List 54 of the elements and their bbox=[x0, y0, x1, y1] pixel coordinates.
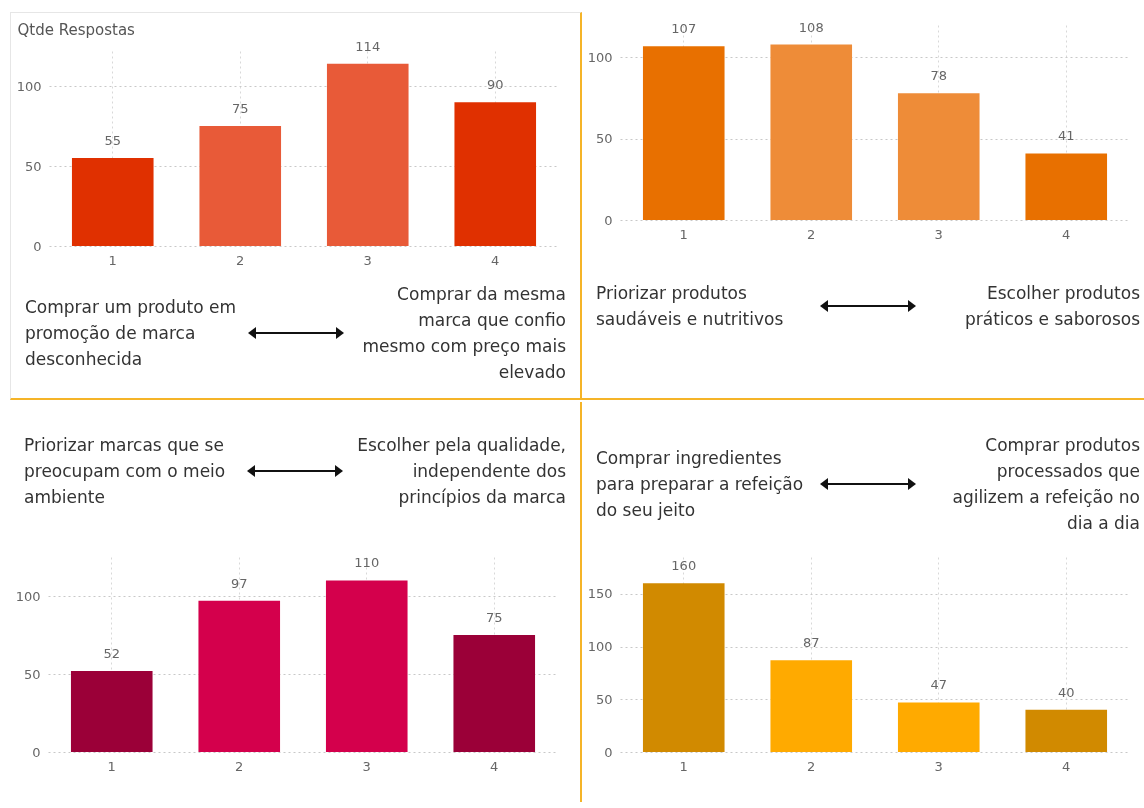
data-label: 114 bbox=[355, 38, 381, 54]
data-label: 97 bbox=[230, 575, 248, 591]
y-axis-title: Qtde Respostas bbox=[17, 20, 136, 39]
y-tick-label: 0 bbox=[33, 238, 42, 254]
x-tick-label: 1 bbox=[107, 758, 116, 774]
x-tick-label: 3 bbox=[363, 252, 372, 268]
x-tick-label: 2 bbox=[807, 226, 816, 242]
x-tick-label: 2 bbox=[807, 758, 816, 774]
text: Comprar um produto em promoção de marca desconhecida bbox=[25, 296, 238, 371]
x-tick-label: 4 bbox=[1062, 226, 1071, 242]
data-label: 90 bbox=[486, 77, 504, 93]
x-tick-label: 1 bbox=[108, 252, 117, 268]
x-tick-label: 4 bbox=[1062, 758, 1071, 774]
x-tick-label: 1 bbox=[679, 226, 688, 242]
y-tick-label: 100 bbox=[16, 78, 42, 94]
x-tick-label: 4 bbox=[491, 252, 500, 268]
y-tick-label: 100 bbox=[587, 50, 613, 65]
data-label: 110 bbox=[354, 555, 380, 571]
data-label: 75 bbox=[485, 610, 503, 625]
data-label: 41 bbox=[1057, 128, 1075, 144]
y-tick-label: 0 bbox=[604, 744, 613, 760]
x-tick-label: 1 bbox=[679, 758, 688, 774]
y-tick-label: 0 bbox=[604, 212, 613, 228]
data-label: 87 bbox=[802, 635, 820, 651]
data-label: 40 bbox=[1057, 684, 1075, 700]
y-tick-label: 150 bbox=[587, 586, 613, 602]
x-tick-label: 4 bbox=[490, 758, 499, 774]
text: Comprar ingredientes para preparar a refeição do seu jeito bbox=[596, 447, 805, 522]
x-tick-label: 3 bbox=[934, 226, 943, 242]
data-label: 75 bbox=[231, 101, 249, 117]
text: Escolher pela qualidade, independente dos princípios da marca bbox=[356, 434, 566, 509]
text: Comprar produtos processados que agilizem a refeição no dia a dia bbox=[951, 434, 1140, 535]
data-label: 160 bbox=[671, 558, 697, 574]
data-label: 55 bbox=[104, 133, 122, 149]
data-label: 78 bbox=[930, 68, 948, 84]
text: Priorizar marcas que se preocupam com o meio ambiente bbox=[24, 434, 227, 509]
x-tick-label: 2 bbox=[235, 758, 244, 774]
data-label: 108 bbox=[798, 19, 824, 35]
y-tick-label: 50 bbox=[23, 666, 41, 682]
y-tick-label: 0 bbox=[32, 744, 41, 760]
y-tick-label: 50 bbox=[595, 131, 613, 147]
text: Comprar da mesma marca que confio mesmo com preço mais elevado bbox=[361, 283, 566, 384]
y-tick-label: 50 bbox=[595, 691, 613, 707]
text: Priorizar produtos saudáveis e nutritivos bbox=[596, 282, 785, 331]
data-label: 47 bbox=[930, 677, 948, 693]
x-tick-label: 3 bbox=[934, 758, 943, 774]
y-tick-label: 100 bbox=[15, 588, 41, 604]
y-tick-label: 50 bbox=[24, 158, 42, 174]
y-tick-label: 100 bbox=[587, 639, 613, 655]
data-label: 107 bbox=[671, 21, 697, 37]
x-tick-label: 2 bbox=[236, 252, 245, 268]
data-label: 52 bbox=[103, 645, 121, 661]
x-tick-label: 3 bbox=[362, 758, 371, 774]
text: Escolher produtos práticos e saborosos bbox=[963, 282, 1140, 331]
